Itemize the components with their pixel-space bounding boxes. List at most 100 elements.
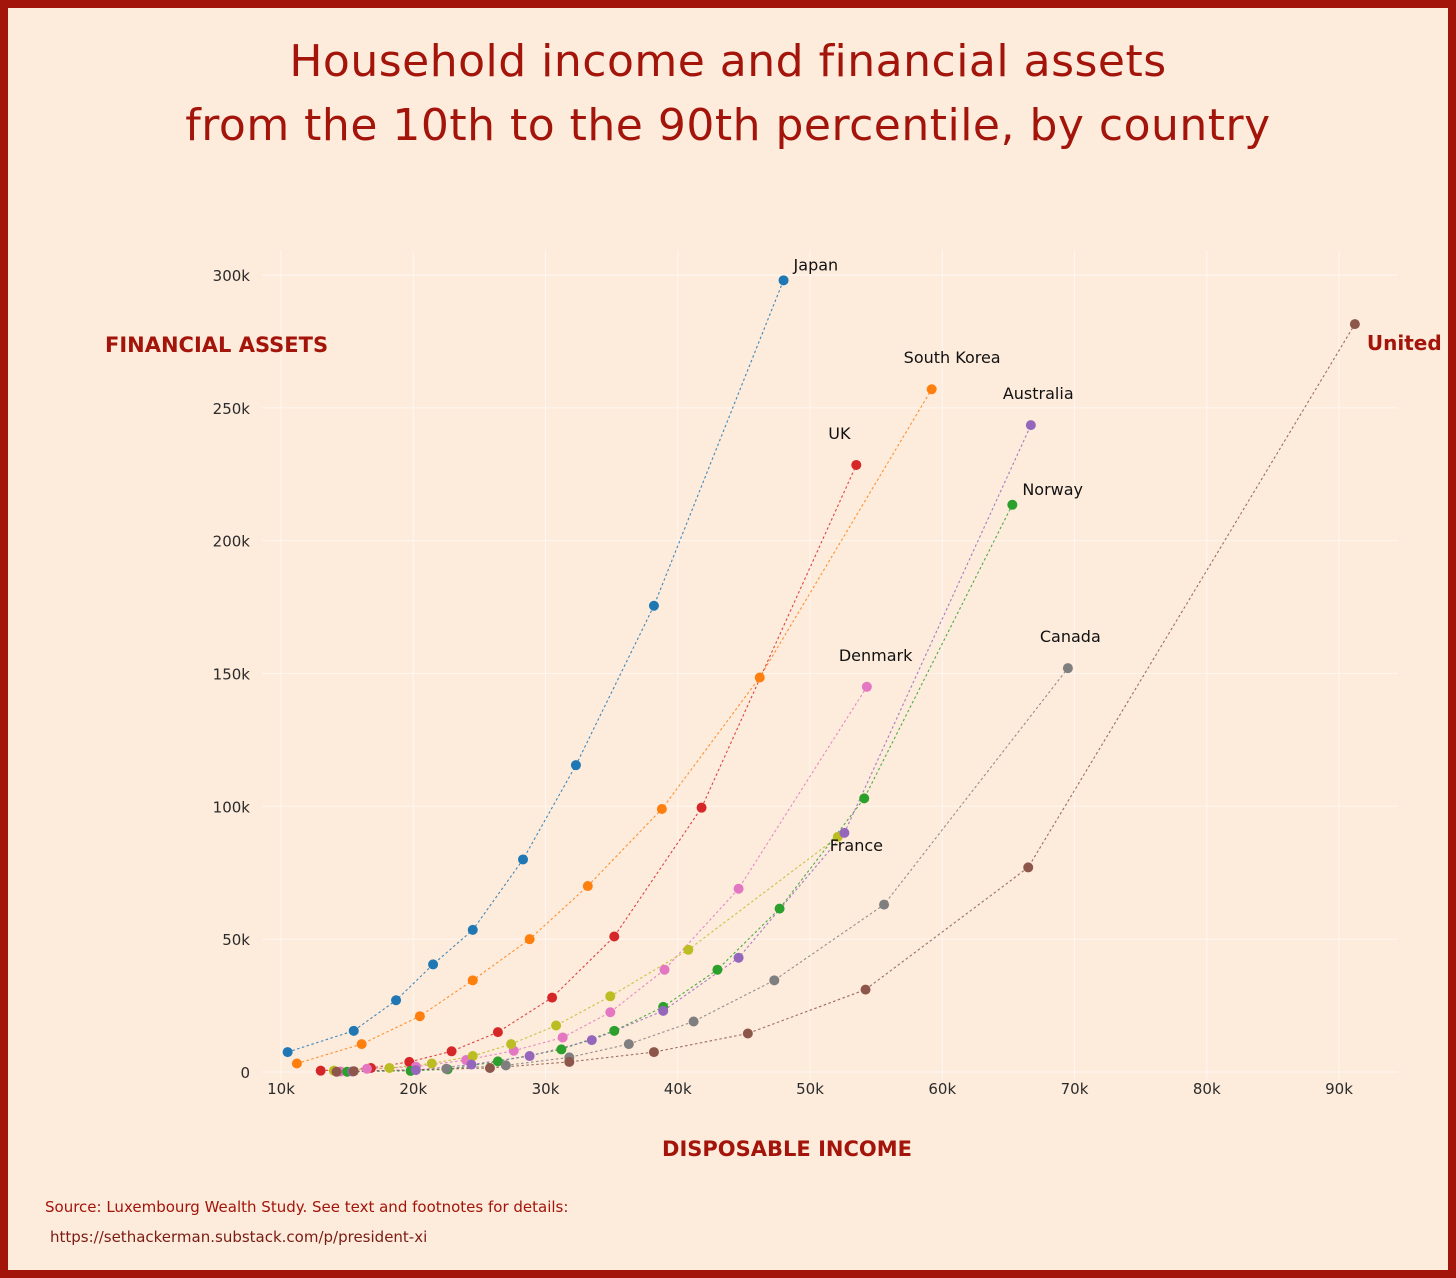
y-tick-label: 200k bbox=[213, 533, 251, 551]
x-tick-label: 50k bbox=[796, 1080, 824, 1098]
data-point-australia bbox=[839, 827, 850, 838]
source-text: Source: Luxembourg Wealth Study. See tex… bbox=[45, 1198, 569, 1216]
data-point-canada bbox=[441, 1063, 452, 1074]
axes: 0 50k 100k 150k 200k 250k 300k 10k 20k 30k 40k 50k 6… bbox=[105, 267, 1353, 1161]
data-point-canada bbox=[769, 975, 780, 986]
data-point-japan bbox=[391, 995, 402, 1006]
y-axis-title: FINANCIAL ASSETS bbox=[105, 333, 328, 357]
data-point-south-korea bbox=[582, 881, 593, 892]
y-tick-label: 150k bbox=[213, 666, 251, 684]
y-tick-label: 100k bbox=[213, 798, 251, 816]
data-point-canada bbox=[1062, 663, 1073, 674]
data-point-uk bbox=[609, 931, 620, 942]
series-points bbox=[282, 275, 1360, 1077]
data-point-france bbox=[426, 1058, 437, 1069]
series-labels: Japan South Korea UK Denmark France Norway Aus… bbox=[793, 255, 1456, 855]
data-point-united-states bbox=[1023, 862, 1034, 873]
x-tick-label: 60k bbox=[928, 1080, 956, 1098]
data-point-uk bbox=[446, 1046, 457, 1057]
data-point-united-states bbox=[742, 1028, 753, 1039]
source-note: Source: Luxembourg Wealth Study. See tex… bbox=[45, 1192, 568, 1252]
series-line-france bbox=[333, 836, 839, 1072]
data-point-japan bbox=[570, 760, 581, 771]
series-label-denmark: Denmark bbox=[839, 646, 913, 665]
data-point-norway bbox=[859, 793, 870, 804]
series-line-united-states bbox=[336, 323, 1356, 1073]
data-point-australia bbox=[410, 1065, 421, 1076]
data-point-france bbox=[605, 991, 616, 1002]
data-point-denmark bbox=[557, 1032, 568, 1043]
data-point-united-states bbox=[348, 1066, 359, 1077]
data-point-south-korea bbox=[414, 1011, 425, 1022]
x-tick-label: 40k bbox=[664, 1080, 692, 1098]
series-lines bbox=[287, 280, 1356, 1073]
data-point-france bbox=[384, 1063, 395, 1074]
data-point-japan bbox=[518, 854, 529, 865]
chart-title: Household income and financial assets fr… bbox=[0, 30, 1456, 158]
data-point-australia bbox=[733, 952, 744, 963]
data-point-united-states bbox=[484, 1063, 495, 1074]
data-point-uk bbox=[696, 802, 707, 813]
chart-title-line-1: Household income and financial assets bbox=[289, 36, 1167, 87]
series-label-france: France bbox=[830, 836, 883, 855]
data-point-norway bbox=[492, 1056, 503, 1067]
x-tick-label: 20k bbox=[399, 1080, 427, 1098]
data-point-denmark bbox=[605, 1007, 616, 1018]
x-tick-label: 10k bbox=[267, 1080, 295, 1098]
data-point-uk bbox=[315, 1065, 326, 1076]
chart-title-line-2: from the 10th to the 90th percentile, by… bbox=[185, 100, 1271, 151]
data-point-japan bbox=[778, 275, 789, 286]
data-point-uk bbox=[547, 992, 558, 1003]
data-point-australia bbox=[586, 1035, 597, 1046]
data-point-japan bbox=[648, 600, 659, 611]
data-point-australia bbox=[524, 1051, 535, 1062]
series-label-norway: Norway bbox=[1022, 480, 1083, 499]
data-point-norway bbox=[774, 903, 785, 914]
data-point-france bbox=[683, 944, 694, 955]
data-point-france bbox=[467, 1051, 478, 1062]
data-point-japan bbox=[428, 959, 439, 970]
data-point-japan bbox=[348, 1025, 359, 1036]
data-point-australia bbox=[658, 1005, 669, 1016]
series-label-uk: UK bbox=[828, 424, 851, 443]
data-point-south-korea bbox=[467, 975, 478, 986]
x-tick-label: 30k bbox=[532, 1080, 560, 1098]
series-line-australia bbox=[352, 424, 1032, 1073]
data-point-united-states bbox=[860, 984, 871, 995]
data-point-united-states bbox=[564, 1056, 575, 1067]
data-point-united-states bbox=[331, 1066, 342, 1077]
y-tick-label: 300k bbox=[213, 267, 251, 285]
data-point-denmark bbox=[361, 1063, 372, 1074]
data-point-united-states bbox=[648, 1047, 659, 1058]
data-point-united-states bbox=[1349, 319, 1360, 330]
source-url[interactable]: https://sethackerman.substack.com/p/pres… bbox=[50, 1228, 428, 1246]
data-point-uk bbox=[492, 1027, 503, 1038]
series-line-canada bbox=[446, 667, 1069, 1070]
x-tick-label: 90k bbox=[1325, 1080, 1353, 1098]
series-line-south-korea bbox=[296, 388, 933, 1065]
data-point-france bbox=[551, 1020, 562, 1031]
data-point-japan bbox=[467, 924, 478, 935]
data-point-denmark bbox=[659, 964, 670, 975]
data-point-south-korea bbox=[524, 934, 535, 945]
data-point-canada bbox=[623, 1039, 634, 1050]
data-point-norway bbox=[609, 1025, 620, 1036]
series-label-united-states: United States bbox=[1367, 331, 1456, 355]
data-point-south-korea bbox=[356, 1039, 367, 1050]
data-point-denmark bbox=[861, 681, 872, 692]
data-point-norway bbox=[712, 964, 723, 975]
y-tick-label: 250k bbox=[213, 400, 251, 418]
x-tick-label: 70k bbox=[1061, 1080, 1089, 1098]
series-line-japan bbox=[287, 280, 785, 1053]
data-point-south-korea bbox=[754, 672, 765, 683]
series-label-canada: Canada bbox=[1040, 627, 1101, 646]
series-label-south-korea: South Korea bbox=[904, 348, 1001, 367]
data-point-denmark bbox=[733, 883, 744, 894]
grid bbox=[262, 250, 1398, 1080]
data-point-canada bbox=[500, 1060, 511, 1071]
data-point-japan bbox=[282, 1047, 293, 1058]
data-point-australia bbox=[466, 1059, 477, 1070]
x-tick-label: 80k bbox=[1193, 1080, 1221, 1098]
